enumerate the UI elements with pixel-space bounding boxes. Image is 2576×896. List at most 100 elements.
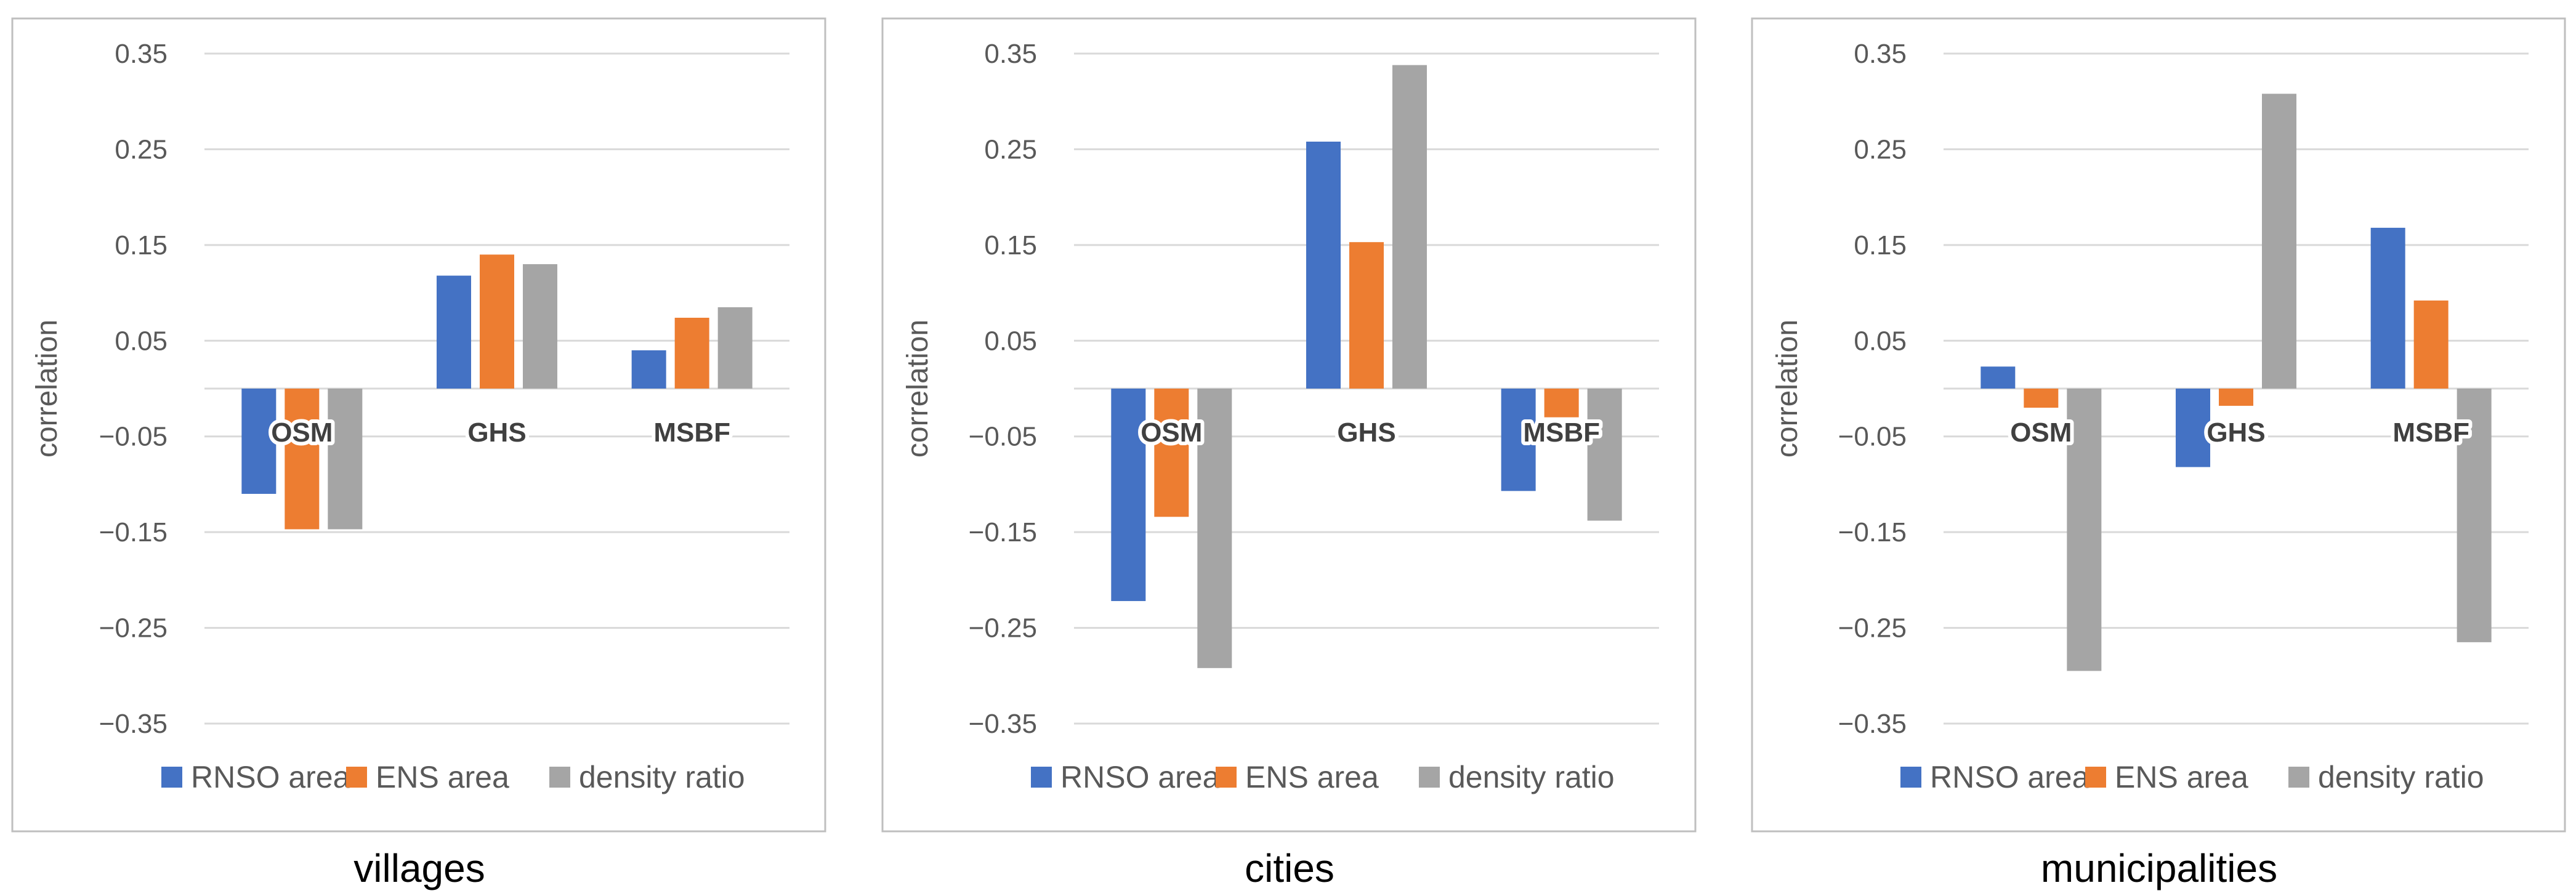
bar-ghs-density-ratio [523,264,557,389]
bar-osm-rnso-area [1111,389,1146,602]
bar-ghs-rnso-area [437,275,471,389]
bar-osm-rnso-area [1980,366,2016,389]
bar-osm-density-ratio [1197,389,1232,668]
legend-entry: ENS area [346,760,509,794]
legend-entry: RNSO area [1031,760,1220,794]
bar-ghs-rnso-area [1306,141,1341,389]
bar-msbf-density-ratio [2457,389,2492,642]
bar-ghs-rnso-area [2176,389,2210,467]
bar-msbf-ens-area [2413,301,2449,389]
y-tick-label: 0.15 [1854,230,1907,260]
bar-msbf-density-ratio [717,307,753,389]
legend-label: RNSO area [191,760,350,794]
bar-osm-ens-area [2024,389,2059,408]
y-tick-label: −0.05 [1838,422,1907,452]
bar-msbf-rnso-area [1501,389,1536,491]
bar-msbf-ens-area [1544,389,1579,418]
bar-ghs-density-ratio [1392,65,1427,389]
bar-ghs-density-ratio [2262,94,2296,389]
chart-panel-villages: 0.35 0.25 0.15 0.05 −0.05 −0.15 −0.25 −0.35 corr… [11,17,826,833]
legend-swatch [2085,767,2106,788]
y-tick-label: 0.25 [984,134,1037,164]
legend-label: ENS area [376,760,509,794]
legend-label: RNSO area [1060,760,1220,794]
x-category-label: MSBF [653,418,730,448]
x-category-label: OSM [2010,418,2072,448]
legend-label: ENS area [1245,760,1379,794]
x-category-label: GHS [467,418,526,448]
y-tick-label: 0.35 [115,39,168,69]
y-tick-label: 0.05 [1854,326,1907,356]
bar-msbf-ens-area [674,317,709,389]
x-category-label: GHS [2207,418,2265,448]
y-tick-label: −0.05 [99,422,168,452]
y-tick-label: 0.05 [984,326,1037,356]
x-category-label: MSBF [1523,418,1600,448]
panel-frame [11,17,826,833]
bar-ghs-ens-area [1349,242,1384,389]
bar-osm-rnso-area [241,389,277,494]
legend-swatch [1900,767,1921,788]
bar-msbf-density-ratio [1587,389,1622,521]
chart-panel-cities: 0.35 0.25 0.15 0.05 −0.05 −0.15 −0.25 −0.35 corr… [881,17,1697,833]
legend-label: density ratio [579,760,745,794]
y-tick-label: 0.25 [1854,134,1907,164]
x-category-label: OSM [271,418,333,448]
y-tick-label: −0.05 [969,422,1037,452]
bar-osm-ens-area [1154,389,1189,517]
y-tick-label: −0.35 [1838,709,1907,739]
legend-entry: RNSO area [1900,760,2089,794]
y-tick-label: 0.15 [984,230,1037,260]
y-tick-label: 0.35 [1854,39,1907,69]
y-tick-label: −0.15 [1838,517,1907,547]
legend-label: RNSO area [1930,760,2089,794]
bar-msbf-rnso-area [631,350,666,389]
legend-label: density ratio [2318,760,2484,794]
y-tick-label: −0.25 [99,613,168,644]
y-axis-title: correlation [1771,320,1804,458]
legend-label: density ratio [1448,760,1615,794]
y-tick-label: −0.15 [969,517,1037,547]
bar-osm-density-ratio [328,389,363,530]
bar-osm-density-ratio [2067,389,2102,671]
x-category-label: MSBF [2392,418,2469,448]
legend-swatch [161,767,182,788]
y-tick-label: −0.25 [969,613,1037,644]
x-category-label: OSM [1141,418,1202,448]
bar-osm-ens-area [285,389,320,530]
panel-frame [1751,17,2566,833]
legend-swatch [1419,767,1440,788]
legend-entry: density ratio [2288,760,2484,794]
panel-frame [881,17,1697,833]
bar-msbf-rnso-area [2370,227,2405,389]
y-tick-label: 0.35 [984,39,1037,69]
chart-panel-municipalities: 0.35 0.25 0.15 0.05 −0.05 −0.15 −0.25 −0.35 corr… [1751,17,2566,833]
legend-swatch [346,767,367,788]
legend-entry: ENS area [2085,760,2248,794]
bar-ghs-ens-area [480,254,514,389]
x-category-label: GHS [1337,418,1395,448]
y-tick-label: −0.35 [969,709,1037,739]
panel-caption: cities [1245,846,1334,890]
panel-caption: villages [353,846,485,890]
legend-swatch [1031,767,1052,788]
legend-entry: density ratio [549,760,745,794]
y-tick-label: 0.25 [115,134,168,164]
legend-swatch [1216,767,1237,788]
y-axis-title: correlation [31,320,63,458]
legend-label: ENS area [2115,760,2248,794]
legend-swatch [2288,767,2309,788]
y-tick-label: −0.15 [99,517,168,547]
y-tick-label: −0.35 [99,709,168,739]
y-tick-label: 0.05 [115,326,168,356]
bar-ghs-ens-area [2219,389,2253,406]
y-axis-title: correlation [902,320,934,458]
legend-swatch [549,767,570,788]
legend-entry: RNSO area [161,760,350,794]
y-tick-label: −0.25 [1838,613,1907,644]
legend-entry: density ratio [1419,760,1615,794]
y-tick-label: 0.15 [115,230,168,260]
panel-caption: municipalities [2041,846,2277,890]
legend-entry: ENS area [1216,760,1379,794]
